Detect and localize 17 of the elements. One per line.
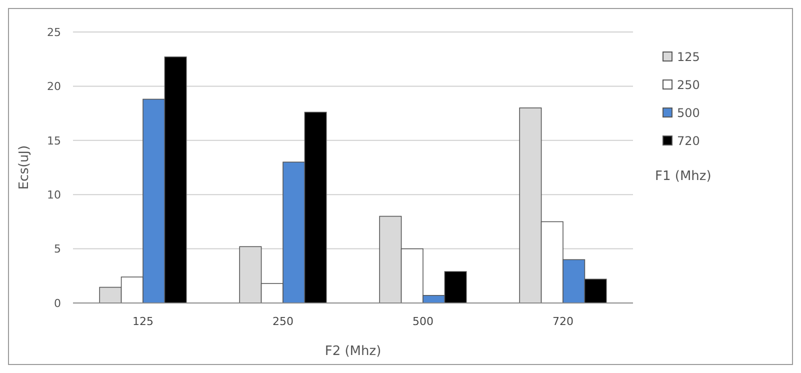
x-axis-title: F2 (Mhz) — [324, 344, 382, 359]
y-axis-title: Ecs(uJ) — [17, 145, 32, 190]
legend-label: 720 — [677, 134, 700, 148]
y-tick-label: 20 — [47, 80, 61, 94]
legend-title: F1 (Mhz) — [655, 169, 712, 184]
y-tick-label: 25 — [47, 26, 61, 39]
legend-label: 250 — [677, 78, 700, 92]
x-tick-label: 500 — [412, 315, 434, 328]
legend-label: 125 — [677, 50, 700, 64]
y-tick-label: 10 — [47, 188, 61, 202]
legend-label: 500 — [677, 106, 700, 120]
x-tick-label: 125 — [132, 315, 154, 328]
x-tick-label: 250 — [272, 315, 294, 328]
y-tick-label: 0 — [54, 296, 61, 310]
y-tick-label: 15 — [47, 134, 61, 148]
y-tick-label: 5 — [54, 242, 61, 256]
x-tick-label: 720 — [552, 315, 574, 328]
